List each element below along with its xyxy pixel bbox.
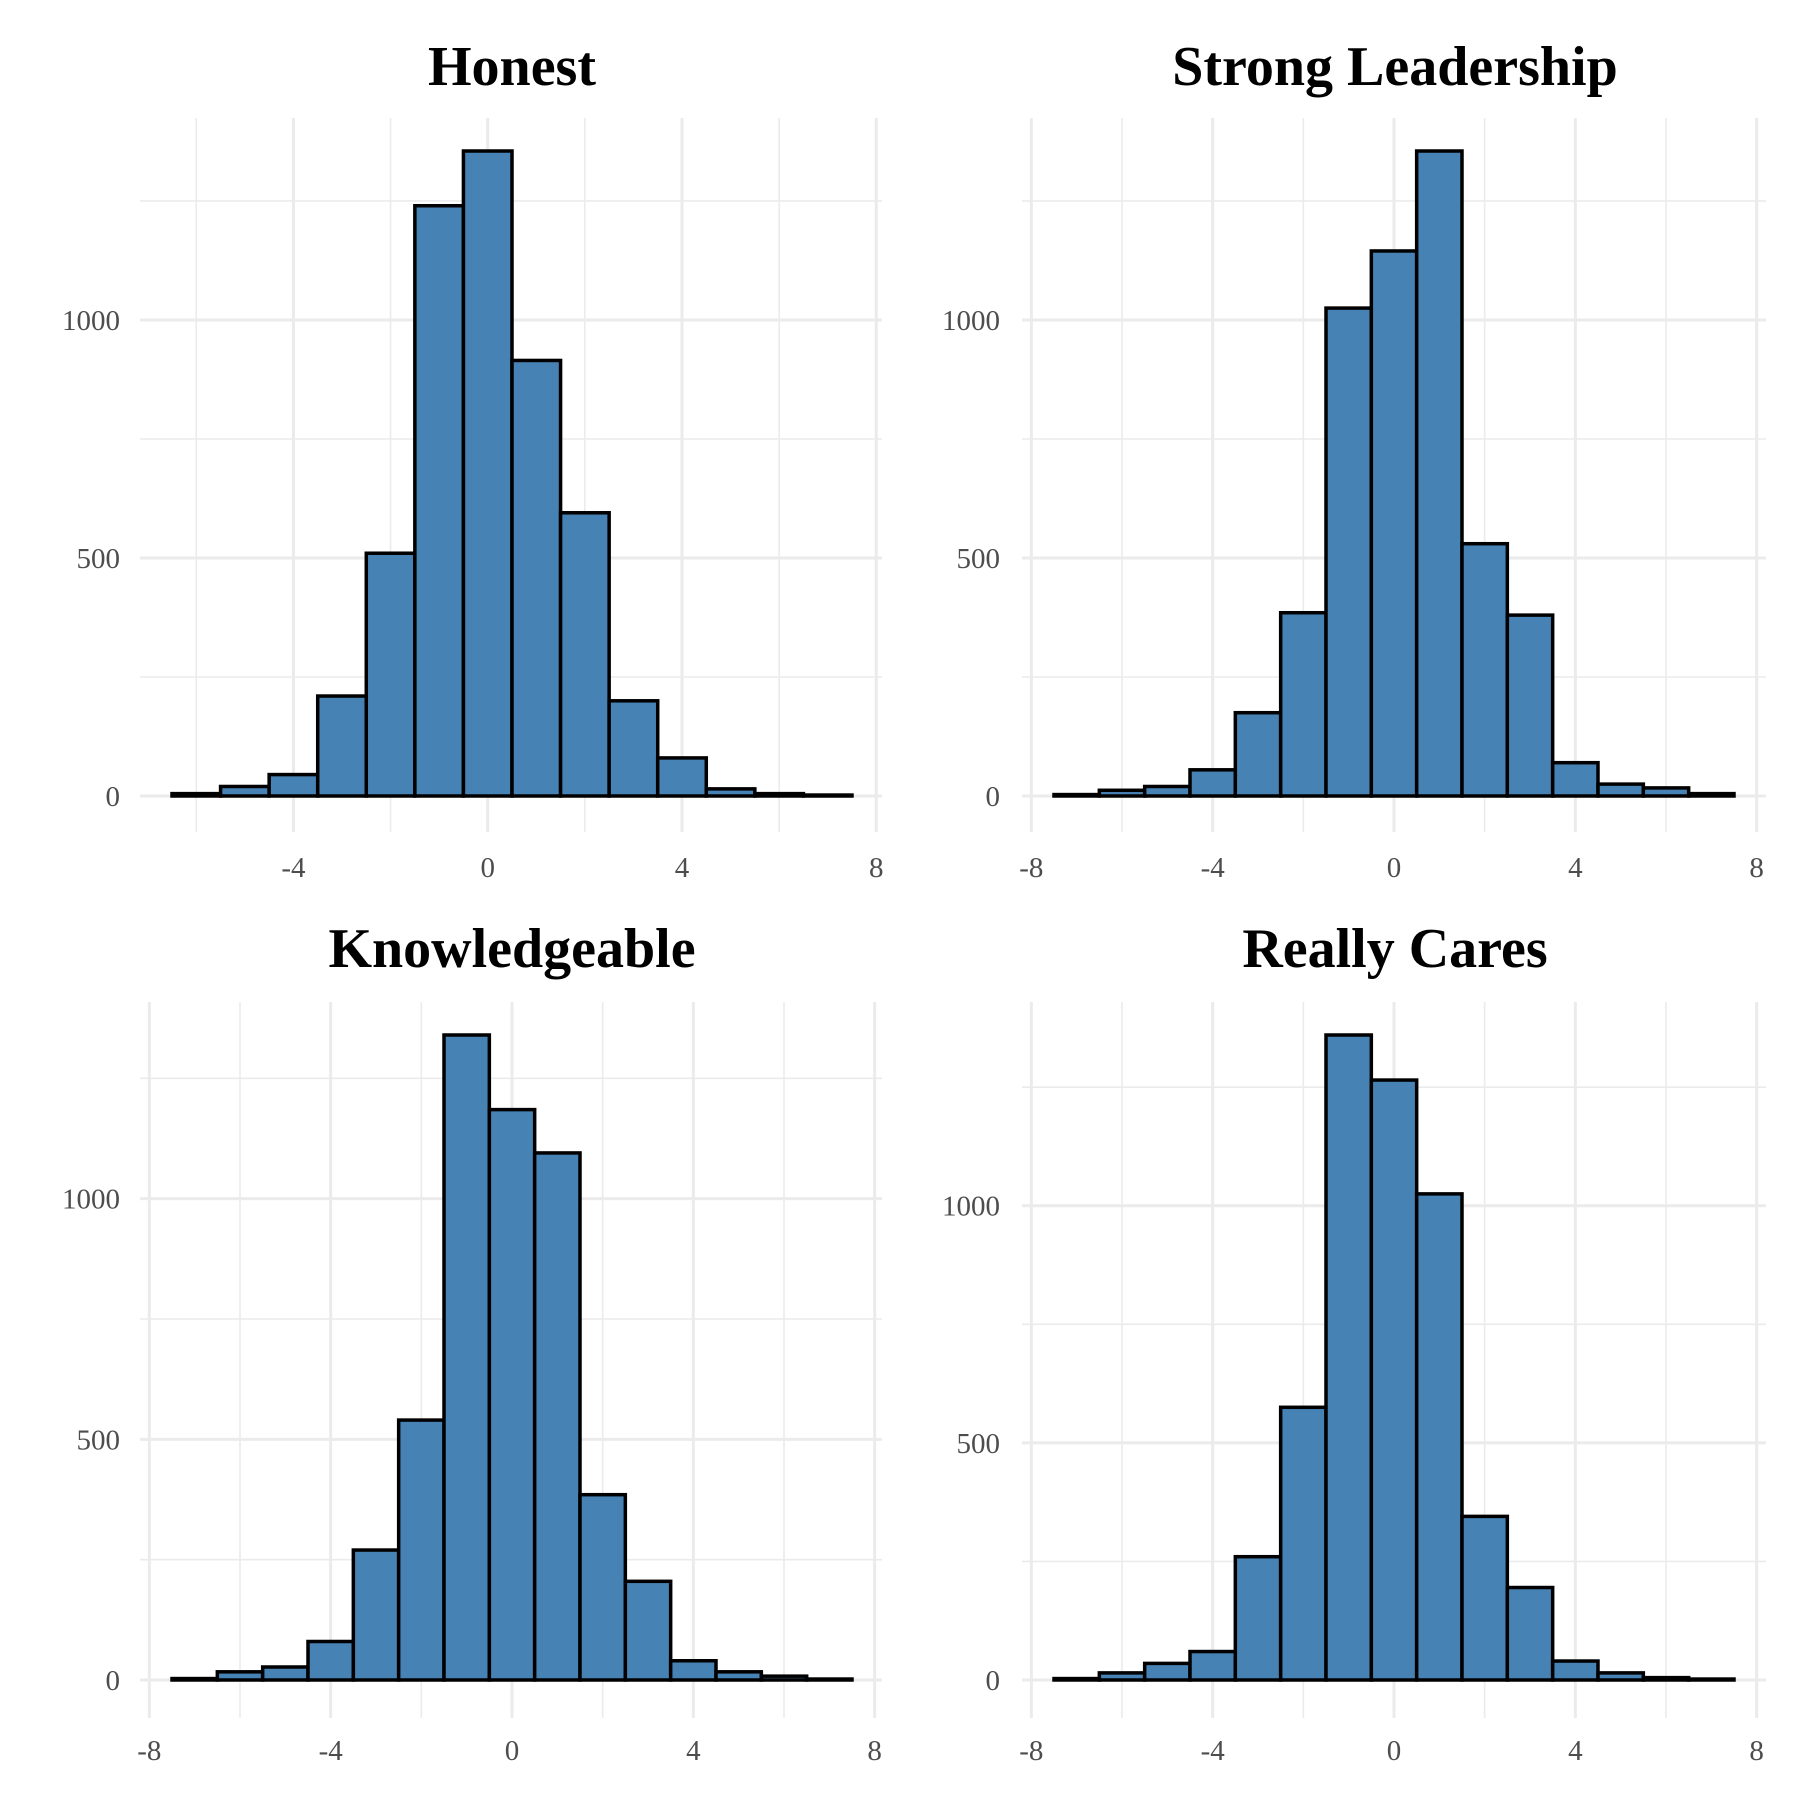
histogram-bar bbox=[413, 203, 466, 798]
histogram-bar bbox=[1414, 149, 1464, 798]
x-tick-label: 0 bbox=[1387, 852, 1402, 884]
histogram-bar bbox=[1686, 1677, 1736, 1682]
histogram-bar bbox=[1097, 1671, 1147, 1682]
panel-knowledgeable: -8 -4 0 4 8 0 500 1000 Knowledgeable bbox=[62, 918, 882, 1767]
histogram-bar bbox=[1278, 1405, 1328, 1682]
histogram-bar bbox=[170, 791, 223, 798]
histogram-bar bbox=[1550, 1659, 1600, 1682]
x-tick-label: 4 bbox=[686, 1735, 701, 1767]
x-tick-label: -4 bbox=[319, 1735, 344, 1767]
y-tick-label: 500 bbox=[957, 543, 1001, 575]
histogram-bar bbox=[1324, 306, 1374, 798]
histogram-bar bbox=[578, 1492, 628, 1682]
histogram-bar bbox=[461, 149, 514, 798]
histogram-bar bbox=[260, 1665, 310, 1682]
histogram-bar bbox=[558, 511, 611, 798]
y-tick-label: 0 bbox=[986, 781, 1001, 813]
panel-title: Honest bbox=[428, 36, 596, 98]
histogram-bar bbox=[1233, 1554, 1283, 1682]
histogram-bar bbox=[1641, 1675, 1691, 1682]
x-tick-label: 4 bbox=[1568, 852, 1583, 884]
histogram-bar bbox=[668, 1658, 718, 1682]
histogram-bar bbox=[655, 756, 709, 798]
y-tick-label: 500 bbox=[77, 1424, 121, 1456]
histogram-bar bbox=[442, 1033, 492, 1682]
x-tick-label: 0 bbox=[505, 1735, 520, 1767]
histogram-bar bbox=[351, 1548, 401, 1682]
histogram-bar bbox=[487, 1107, 537, 1682]
y-tick-label: 0 bbox=[106, 781, 121, 813]
histogram-bar bbox=[607, 699, 660, 798]
histogram-bar bbox=[759, 1674, 809, 1682]
histogram-bar bbox=[1142, 784, 1192, 798]
x-tick-label: -8 bbox=[1019, 1735, 1043, 1767]
histogram-bar bbox=[1369, 249, 1419, 798]
x-tick-label: 8 bbox=[1749, 852, 1764, 884]
y-tick-label: 500 bbox=[77, 543, 121, 575]
panel-title: Knowledgeable bbox=[328, 918, 695, 980]
x-tick-label: 8 bbox=[867, 1735, 882, 1767]
histogram-bar bbox=[1324, 1033, 1374, 1682]
histogram-bar bbox=[1550, 760, 1600, 798]
x-tick-label: 8 bbox=[869, 852, 884, 884]
histogram-bar bbox=[1052, 1676, 1102, 1682]
histogram-bar bbox=[510, 358, 563, 798]
histogram-bar bbox=[1596, 1671, 1646, 1682]
y-tick-label: 0 bbox=[106, 1665, 121, 1697]
histogram-bar bbox=[1097, 788, 1147, 798]
histogram-bar bbox=[396, 1418, 446, 1682]
x-tick-label: -4 bbox=[281, 852, 306, 884]
histogram-bar bbox=[306, 1639, 356, 1682]
histogram-bar bbox=[267, 772, 320, 798]
histogram-bar bbox=[218, 784, 271, 798]
histogram-bar bbox=[1278, 610, 1328, 798]
histogram-bar bbox=[1188, 768, 1238, 798]
histogram-bar bbox=[714, 1670, 764, 1682]
histogram-bar bbox=[1188, 1649, 1238, 1682]
histogram-bar bbox=[315, 694, 369, 798]
x-tick-label: -4 bbox=[1201, 852, 1226, 884]
histogram-bar bbox=[1505, 1585, 1555, 1682]
histogram-bar bbox=[215, 1670, 265, 1682]
y-tick-label: 500 bbox=[957, 1428, 1001, 1460]
histogram-bar bbox=[532, 1151, 582, 1682]
histogram-bar bbox=[1505, 613, 1555, 798]
histogram-bar bbox=[1596, 782, 1646, 798]
histogram-bar bbox=[704, 787, 757, 798]
x-tick-label: 4 bbox=[1568, 1735, 1583, 1767]
x-tick-label: 0 bbox=[1387, 1735, 1402, 1767]
histogram-bar bbox=[1460, 541, 1510, 798]
y-tick-label: 1000 bbox=[62, 305, 120, 337]
panel-really-cares: -8 -4 0 4 8 0 500 1000 Really Cares bbox=[942, 918, 1766, 1767]
histogram-bar bbox=[1414, 1192, 1464, 1682]
histogram-bar bbox=[1369, 1078, 1419, 1682]
histogram-bar bbox=[801, 793, 854, 798]
histogram-bar bbox=[1686, 791, 1736, 798]
histogram-bar bbox=[753, 791, 806, 798]
histogram-bar bbox=[1233, 710, 1283, 798]
histogram-bar bbox=[1460, 1514, 1510, 1682]
histogram-bar bbox=[170, 1676, 220, 1682]
x-tick-label: -4 bbox=[1201, 1735, 1226, 1767]
y-tick-label: 1000 bbox=[942, 1191, 1000, 1223]
y-tick-label: 1000 bbox=[942, 305, 1000, 337]
histogram-bar bbox=[623, 1579, 673, 1682]
panel-strong-leadership: -8 -4 0 4 8 0 500 1000 Strong Leadership bbox=[942, 36, 1766, 884]
y-tick-label: 1000 bbox=[62, 1184, 120, 1216]
x-tick-label: 4 bbox=[675, 852, 690, 884]
histogram-bar bbox=[1641, 786, 1691, 798]
x-tick-label: 8 bbox=[1749, 1735, 1764, 1767]
x-tick-label: -8 bbox=[1019, 852, 1043, 884]
y-tick-label: 0 bbox=[986, 1665, 1001, 1697]
panel-honest: -4 0 4 8 0 500 1000 Honest bbox=[62, 36, 884, 884]
panel-title: Really Cares bbox=[1242, 918, 1547, 980]
x-tick-label: 0 bbox=[480, 852, 495, 884]
histogram-bar bbox=[364, 551, 417, 798]
histogram-bar bbox=[1052, 792, 1102, 798]
x-tick-label: -8 bbox=[137, 1735, 161, 1767]
histogram-bar bbox=[1142, 1661, 1192, 1682]
histogram-bar bbox=[804, 1677, 854, 1682]
panel-title: Strong Leadership bbox=[1172, 36, 1617, 98]
